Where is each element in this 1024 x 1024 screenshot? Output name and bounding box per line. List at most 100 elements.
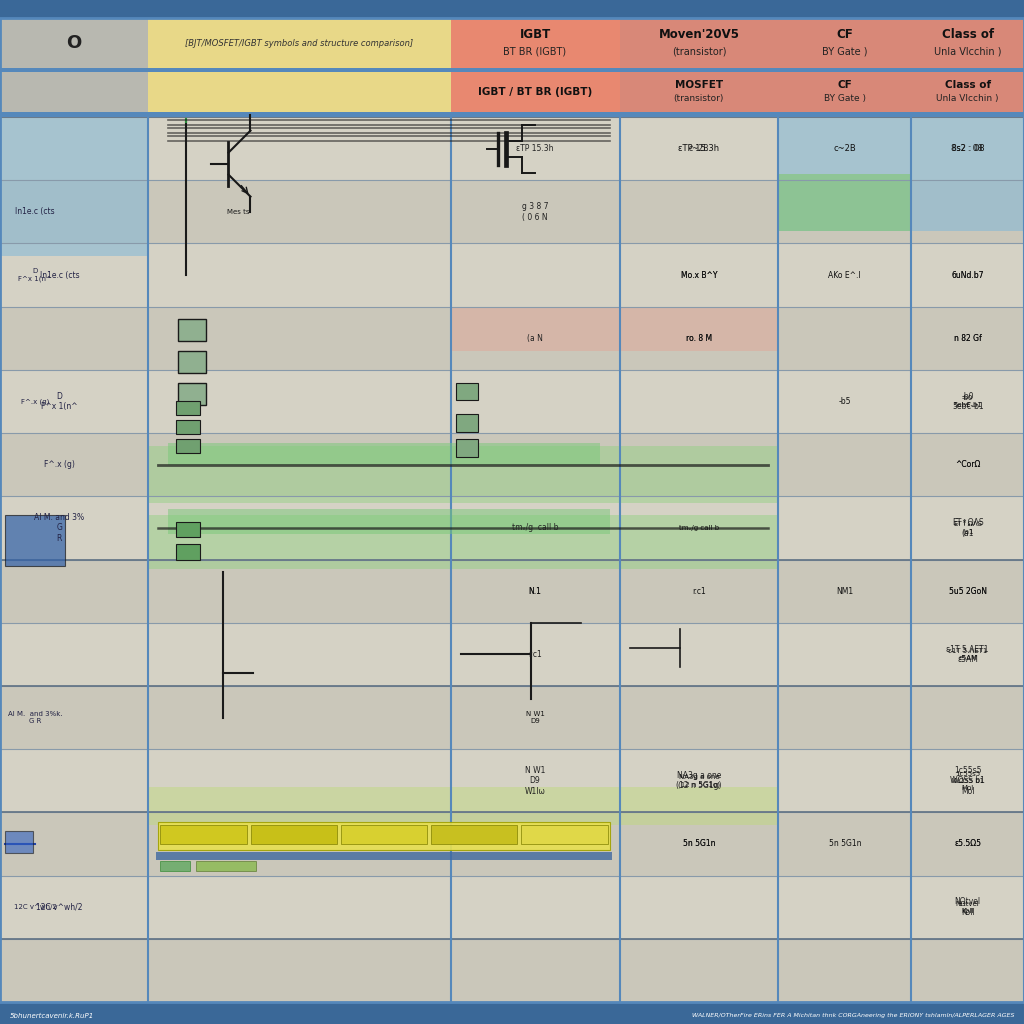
Bar	[0, 112, 1024, 117]
Bar	[148, 18, 451, 68]
Text: NΩtvel
Koll: NΩtvel Koll	[954, 897, 981, 916]
Text: Unla Vlcchin ): Unla Vlcchin )	[936, 94, 999, 103]
Text: ^CorΩ: ^CorΩ	[955, 460, 980, 469]
Text: WALNER/OTherFire ERins FER A Michitan thnk CORGAneering the ERIONY tshlamln/ALPE: WALNER/OTherFire ERins FER A Michitan th…	[691, 1014, 1014, 1019]
Bar	[0, 939, 1024, 1002]
Bar	[0, 812, 1024, 876]
Bar	[778, 174, 911, 230]
Bar	[620, 18, 778, 68]
Text: NM1: NM1	[837, 587, 853, 596]
Bar	[620, 72, 778, 112]
Bar	[178, 383, 207, 404]
Text: ET↑ΩΛS
(a1: ET↑ΩΛS (a1	[953, 521, 982, 535]
Bar	[0, 1002, 1024, 1024]
Text: ε5.5Ω5: ε5.5Ω5	[954, 840, 981, 849]
Bar	[456, 383, 477, 400]
Bar	[0, 117, 148, 256]
Bar	[157, 852, 611, 860]
Text: 5n 5G1n: 5n 5G1n	[683, 840, 715, 849]
Bar	[0, 0, 1024, 18]
Bar	[451, 72, 620, 112]
Text: n 82 Gf: n 82 Gf	[953, 334, 982, 343]
Bar	[161, 825, 247, 844]
Text: 6uNd.b7: 6uNd.b7	[951, 270, 984, 280]
Text: (transistor): (transistor)	[672, 46, 726, 56]
Text: r.c1: r.c1	[528, 650, 542, 658]
Bar	[778, 72, 911, 112]
Bar	[0, 497, 1024, 559]
Text: N.1: N.1	[528, 587, 542, 596]
Text: 5n 5G1n: 5n 5G1n	[828, 840, 861, 849]
Text: D
F^x 1(n^: D F^x 1(n^	[41, 392, 78, 412]
Text: 8s2 : 08: 8s2 : 08	[952, 144, 983, 154]
Bar	[159, 822, 609, 850]
Text: F^.x (g): F^.x (g)	[20, 398, 49, 404]
Text: εTP 15.3h: εTP 15.3h	[678, 144, 720, 154]
Bar	[0, 433, 1024, 497]
Bar	[5, 515, 65, 566]
Text: ε1T 5.ΛET1
ε5AM: ε1T 5.ΛET1 ε5AM	[946, 645, 989, 664]
Text: -b0
5eb€-b1: -b0 5eb€-b1	[952, 392, 983, 412]
Bar	[0, 370, 1024, 433]
Bar	[521, 825, 607, 844]
Bar	[148, 445, 778, 503]
Text: ln1e.c (cts: ln1e.c (cts	[15, 207, 55, 216]
Text: 12C v^wh/2: 12C v^wh/2	[36, 903, 83, 911]
Bar	[0, 750, 1024, 812]
Bar	[456, 439, 477, 457]
Bar	[176, 439, 201, 454]
Text: (a N: (a N	[527, 334, 543, 343]
Text: 1c55s5
WΩSS b1
Mol: 1c55s5 WΩSS b1 Mol	[950, 766, 985, 796]
Text: IGBT: IGBT	[519, 29, 551, 42]
Bar	[0, 876, 1024, 939]
Text: CF: CF	[837, 29, 853, 42]
Text: n 82 Gf: n 82 Gf	[953, 334, 982, 343]
Bar	[176, 401, 201, 416]
Bar	[0, 117, 1024, 180]
Text: CF: CF	[838, 80, 852, 90]
Bar	[0, 623, 1024, 686]
Text: Unla Vlcchin ): Unla Vlcchin )	[934, 46, 1001, 56]
Text: IGBT / BT BR (IGBT): IGBT / BT BR (IGBT)	[478, 87, 592, 97]
Bar	[148, 72, 451, 112]
Text: ro. 8 M: ro. 8 M	[686, 334, 712, 343]
Bar	[0, 180, 1024, 244]
Text: ^CorΩ: ^CorΩ	[955, 460, 980, 469]
Text: tmᵥ/g  call b: tmᵥ/g call b	[512, 523, 558, 532]
Bar	[169, 509, 609, 535]
Text: r.c1: r.c1	[692, 587, 706, 596]
Text: 6uNd.b7: 6uNd.b7	[951, 270, 984, 280]
Bar	[251, 825, 337, 844]
Text: Al M.  and 3%k.
G R: Al M. and 3%k. G R	[8, 711, 62, 724]
Text: -b5: -b5	[839, 397, 851, 406]
Text: 5u5 2GoN: 5u5 2GoN	[948, 587, 987, 596]
Text: NA3g a one
(12 n 5G1g): NA3g a one (12 n 5G1g)	[676, 771, 722, 791]
Text: ε1T 5.ΛΕΤ1
ε5AM: ε1T 5.ΛΕΤ1 ε5AM	[948, 648, 987, 660]
Bar	[778, 18, 911, 68]
Bar	[911, 72, 1024, 112]
Bar	[778, 117, 1024, 230]
Bar	[148, 515, 778, 569]
Text: N W1
D9: N W1 D9	[525, 711, 545, 724]
Text: ln1e.c (cts: ln1e.c (cts	[40, 270, 79, 280]
Text: Class of: Class of	[944, 80, 991, 90]
Text: [BJT/MOSFET/IGBT symbols and structure comparison]: [BJT/MOSFET/IGBT symbols and structure c…	[185, 39, 414, 47]
Text: (transistor): (transistor)	[674, 94, 724, 103]
Text: N W1
D9
W1lω: N W1 D9 W1lω	[524, 766, 546, 796]
Bar	[176, 521, 201, 538]
Bar	[5, 831, 33, 853]
Text: O: O	[67, 34, 82, 52]
Text: Moven'20V5: Moven'20V5	[658, 29, 739, 42]
Text: -b0
5eb€-b1: -b0 5eb€-b1	[953, 395, 982, 408]
Text: 5u5 2GoN: 5u5 2GoN	[948, 587, 987, 596]
Text: F^.x (g): F^.x (g)	[44, 460, 75, 469]
Bar	[451, 18, 620, 68]
Bar	[197, 861, 256, 870]
Text: Class of: Class of	[942, 29, 993, 42]
Bar	[431, 825, 517, 844]
Bar	[0, 72, 148, 112]
Bar	[178, 319, 207, 341]
Text: AKo E^.l: AKo E^.l	[828, 270, 861, 280]
Text: Mo.x B^Y: Mo.x B^Y	[681, 270, 717, 280]
Text: 5bhunertcavenir.k.RuP1: 5bhunertcavenir.k.RuP1	[10, 1013, 94, 1019]
